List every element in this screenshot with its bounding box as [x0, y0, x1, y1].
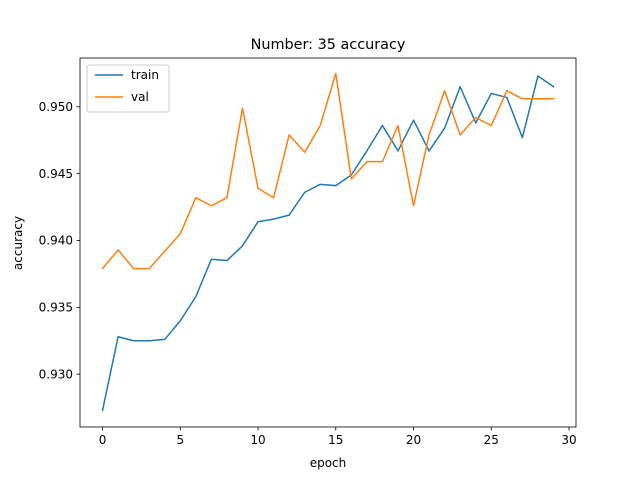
legend-train-label: train — [131, 68, 159, 82]
x-axis-label: epoch — [310, 456, 347, 470]
y-axis-ticks: 0.930 0.935 0.940 0.945 0.950 — [39, 100, 80, 381]
y-tick-label: 0.940 — [39, 234, 73, 248]
x-tick-label: 20 — [406, 433, 421, 447]
series-train-line — [101, 75, 555, 412]
series-val-line — [101, 72, 555, 270]
y-tick-label: 0.930 — [39, 367, 73, 381]
y-tick-label: 0.950 — [39, 100, 73, 114]
x-tick-label: 10 — [250, 433, 265, 447]
legend-box — [86, 64, 170, 113]
x-tick-label: 30 — [561, 433, 576, 447]
x-axis-ticks: 0 5 10 15 20 25 30 — [99, 427, 577, 447]
y-axis-label: accuracy — [11, 216, 25, 270]
series-lines — [101, 72, 555, 412]
x-tick-label: 15 — [328, 433, 343, 447]
plot-frame — [79, 57, 577, 428]
x-tick-label: 0 — [99, 433, 107, 447]
legend-val-label: val — [131, 90, 149, 104]
y-tick-label: 0.935 — [39, 301, 73, 315]
plot-area — [80, 58, 576, 427]
x-tick-label: 25 — [484, 433, 499, 447]
x-tick-label: 5 — [176, 433, 184, 447]
chart-title: Number: 35 accuracy — [251, 37, 406, 53]
legend: train val — [86, 64, 170, 113]
y-tick-label: 0.945 — [39, 167, 73, 181]
